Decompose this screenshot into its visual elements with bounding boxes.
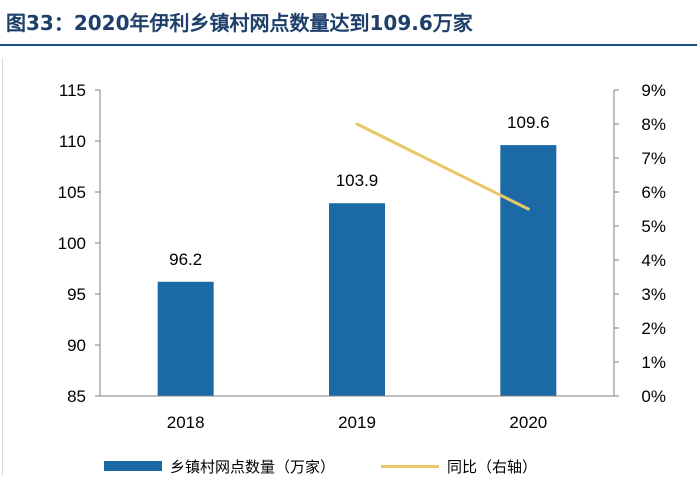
y-left-tick-label: 115: [59, 81, 86, 100]
bar-data-label: 109.6: [507, 113, 550, 132]
bar: [500, 145, 557, 396]
y-right-tick-label: 9%: [641, 81, 666, 100]
bar: [157, 281, 214, 396]
y-left-tick-label: 100: [58, 234, 86, 253]
legend-swatch-bar: [104, 461, 162, 471]
y-right-tick-label: 7%: [641, 149, 666, 168]
legend-swatch-line: [381, 464, 440, 468]
y-right-tick-label: 0%: [641, 387, 666, 406]
y-left-tick-label: 95: [67, 285, 86, 304]
bar: [329, 203, 385, 396]
bar-data-label: 96.2: [169, 250, 202, 269]
x-tick-label: 2019: [338, 413, 376, 432]
y-left-tick-label: 85: [67, 387, 86, 406]
legend: 乡镇村网点数量（万家） 同比（右轴）: [104, 455, 583, 477]
bar-data-label: 103.9: [336, 171, 379, 190]
y-right-tick-label: 2%: [641, 319, 666, 338]
legend-label-line: 同比（右轴）: [447, 457, 538, 476]
y-right-tick-label: 6%: [641, 183, 666, 202]
line-series-yoy: [355, 122, 530, 211]
legend-item-bars: 乡镇村网点数量（万家）: [104, 456, 335, 477]
y-right-tick-label: 5%: [641, 217, 666, 236]
chart-title: 图33：2020年伊利乡镇村网点数量达到109.6万家: [6, 11, 473, 35]
chart-frame: [2, 58, 696, 476]
y-left-tick-label: 90: [67, 336, 86, 355]
header: 图33：2020年伊利乡镇村网点数量达到109.6万家: [0, 0, 697, 46]
y-right-tick-label: 4%: [641, 251, 666, 270]
x-tick-label: 2020: [509, 413, 547, 432]
y-left-tick-label: 105: [58, 183, 86, 202]
x-tick-label: 2018: [167, 413, 205, 432]
y-right-tick-label: 3%: [641, 285, 666, 304]
y-right-tick-label: 8%: [641, 115, 666, 134]
legend-item-line: 同比（右轴）: [381, 456, 537, 477]
y-left-tick-label: 110: [59, 132, 86, 151]
y-right-tick-label: 1%: [641, 353, 666, 372]
legend-label-bars: 乡镇村网点数量（万家）: [170, 457, 336, 476]
